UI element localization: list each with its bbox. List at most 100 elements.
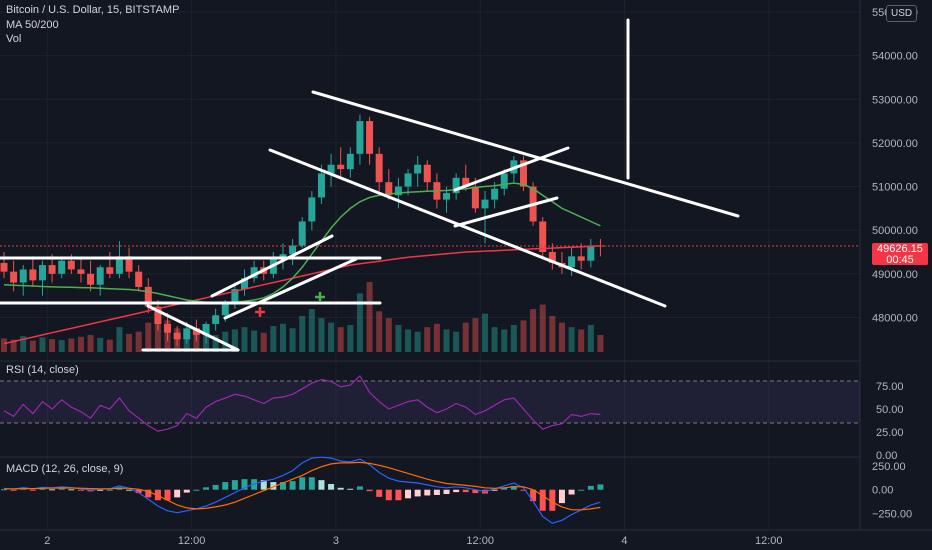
candle-body xyxy=(29,269,37,281)
rsi-pane[interactable] xyxy=(0,374,860,432)
candle-body xyxy=(539,221,547,252)
volume-bar xyxy=(251,330,258,352)
candle-body xyxy=(67,260,75,270)
volume-bar xyxy=(212,335,219,352)
volume-bar xyxy=(433,323,440,352)
price-tick-label: 48000.00 xyxy=(872,312,918,324)
volume-bar xyxy=(597,335,604,352)
symbol-title[interactable]: Bitcoin / U.S. Dollar, 15, BITSTAMP xyxy=(6,4,180,16)
macd-histogram-bar xyxy=(433,489,440,495)
macd-histogram-bar xyxy=(299,477,306,490)
macd-histogram-bar xyxy=(145,489,152,498)
volume-bar xyxy=(520,320,527,352)
macd-histogram-bar xyxy=(568,489,575,495)
falling-channel-lower[interactable] xyxy=(268,148,667,308)
macd-histogram-bar xyxy=(135,489,142,494)
macd-histogram-bar xyxy=(126,489,133,491)
triangle-upper-edge[interactable] xyxy=(146,304,240,352)
candle-body xyxy=(366,121,374,154)
macd-histogram-bar xyxy=(472,489,479,494)
macd-histogram-bar xyxy=(77,489,84,491)
trendline-drawings[interactable] xyxy=(0,18,740,352)
volume-bar xyxy=(289,328,296,352)
macd-histogram-bar xyxy=(501,487,508,490)
macd-histogram-bar xyxy=(337,487,344,490)
volume-bar xyxy=(337,327,344,352)
volume-bar xyxy=(241,327,248,352)
bear-flag-lower[interactable] xyxy=(453,196,559,228)
macd-histogram-bar xyxy=(308,477,315,490)
macd-indicator-label[interactable]: MACD (12, 26, close, 9) xyxy=(6,463,124,475)
volume-bar xyxy=(279,323,286,352)
candle-body xyxy=(289,245,297,255)
candle-body xyxy=(443,193,451,200)
macd-axis[interactable]: 250.00 0.00 −250.00 xyxy=(872,461,912,521)
macd-histogram-bar xyxy=(106,489,113,491)
rsi-indicator-label[interactable]: RSI (14, close) xyxy=(6,364,79,376)
macd-pane[interactable] xyxy=(1,456,604,524)
macd-histogram-bar xyxy=(20,488,27,490)
volume-indicator-label[interactable]: Vol xyxy=(6,33,22,45)
candle-body xyxy=(308,197,316,222)
volume-bar xyxy=(77,336,84,352)
volume-bar xyxy=(87,335,94,352)
candle-body xyxy=(356,121,364,154)
volume-bar xyxy=(510,324,517,352)
volume-bar xyxy=(491,327,498,352)
price-tick-label: 53000.00 xyxy=(872,94,918,106)
ma-indicator-label[interactable]: MA 50/200 xyxy=(6,19,59,31)
last-price-value: 49626.15 xyxy=(877,243,923,255)
candle-body xyxy=(38,265,46,281)
candle-body xyxy=(87,273,95,285)
rsi-axis[interactable]: 75.00 50.00 25.00 0.00 xyxy=(876,381,904,462)
macd-histogram-bar xyxy=(453,489,460,493)
macd-histogram-bar xyxy=(29,489,36,491)
candle-body xyxy=(250,267,258,279)
volume-bar xyxy=(106,339,113,352)
candle-body xyxy=(192,328,200,335)
candle-body xyxy=(135,271,143,287)
macd-histogram-bar xyxy=(279,482,286,490)
macd-histogram-bar xyxy=(39,488,46,490)
time-axis[interactable]: 2 12:00 3 12:00 4 12:00 xyxy=(44,535,782,547)
candle-body xyxy=(173,332,181,340)
bear-flag-upper[interactable] xyxy=(453,146,570,192)
macd-histogram-bar xyxy=(347,488,354,490)
macd-histogram-bar xyxy=(414,489,421,497)
macd-histogram xyxy=(1,477,604,511)
macd-histogram-bar xyxy=(558,489,565,504)
volume-bar xyxy=(558,322,565,352)
candle-body xyxy=(317,173,325,198)
rsi-tick-label: 50.00 xyxy=(876,404,904,416)
volume-bar xyxy=(549,315,556,352)
macd-histogram-bar xyxy=(405,489,412,499)
macd-histogram-bar xyxy=(222,482,229,490)
macd-histogram-bar xyxy=(597,484,604,490)
macd-histogram-bar xyxy=(241,479,248,490)
candle-body xyxy=(346,153,354,170)
macd-histogram-bar xyxy=(530,489,537,502)
volume-bar xyxy=(222,331,229,352)
falling-wedge-upper[interactable] xyxy=(311,90,740,218)
rising-channel-upper[interactable] xyxy=(210,234,334,298)
candle-body xyxy=(48,265,56,274)
candle-body xyxy=(183,328,191,340)
rising-channel-lower[interactable] xyxy=(223,257,358,320)
volume-bar xyxy=(97,337,104,352)
volume-bar xyxy=(318,318,325,352)
candle-body xyxy=(462,177,470,187)
macd-histogram-bar xyxy=(510,485,517,490)
macd-tick-label: −250.00 xyxy=(872,509,912,521)
macd-histogram-bar xyxy=(395,489,402,501)
candle-body xyxy=(106,267,114,274)
volume-bar xyxy=(405,329,412,352)
volume-bar xyxy=(356,293,363,352)
volume-bar xyxy=(145,322,152,352)
currency-button[interactable]: USD xyxy=(886,5,918,22)
macd-histogram-bar xyxy=(424,489,431,496)
macd-histogram-bar xyxy=(164,489,171,501)
time-tick-label: 2 xyxy=(44,535,50,547)
volume-bar xyxy=(135,331,142,352)
candle-body xyxy=(10,271,18,283)
